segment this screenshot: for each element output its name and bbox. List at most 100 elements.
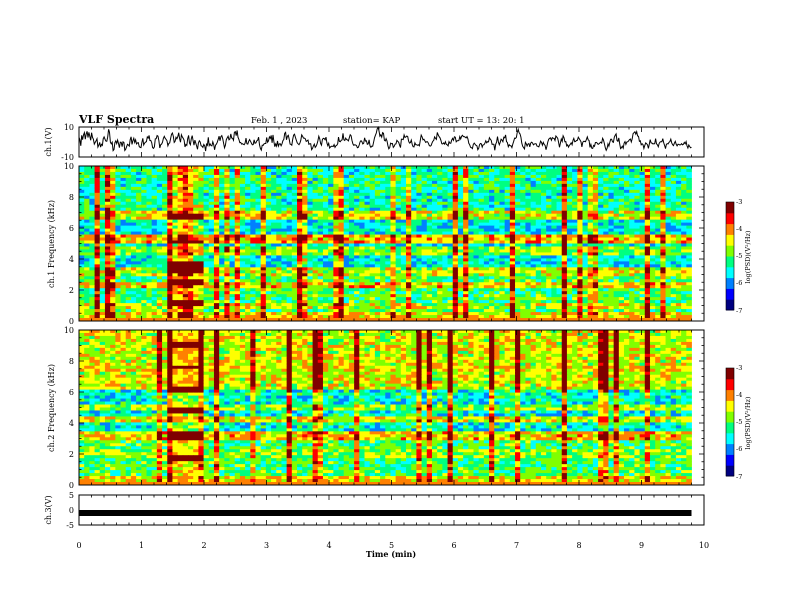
spectrogram-cell [525, 279, 531, 283]
spectrogram-cell [260, 189, 267, 194]
spectrogram-cell [369, 168, 376, 173]
spectrogram-cell [665, 222, 672, 227]
spectrogram-cell [343, 183, 350, 188]
spectrogram-cell [509, 210, 516, 215]
spectrogram-cell [598, 198, 604, 203]
spectrogram-cell [302, 168, 308, 173]
spectrogram-cell [421, 273, 428, 277]
spectrogram-cell [489, 189, 495, 194]
spectrogram-cell [302, 261, 308, 265]
spectrogram-cell [286, 261, 293, 265]
spectrogram-cell [172, 246, 179, 250]
spectrogram-cell [130, 276, 137, 280]
spectrogram-cell [151, 267, 158, 271]
spectrogram-cell [406, 177, 412, 182]
spectrogram-cell [561, 189, 568, 194]
spectrogram-cell [359, 213, 365, 218]
spectrogram-cell [566, 183, 573, 188]
spectrogram-cell [520, 249, 526, 253]
spectrogram-cell [452, 261, 459, 265]
spectrogram-cell [478, 285, 485, 289]
spectrogram-cell [426, 246, 433, 250]
spectrogram-cell [489, 168, 495, 173]
spectrogram-cell [250, 177, 256, 182]
spectrogram-cell [302, 231, 308, 235]
spectrogram-cell [629, 276, 635, 280]
spectrogram-cell [177, 174, 184, 179]
spectrogram-cell [463, 166, 469, 170]
spectrogram-cell [234, 243, 241, 247]
spectrogram-cell [94, 237, 101, 241]
spectrogram-cell [265, 261, 272, 265]
spectrogram-cell [99, 231, 106, 235]
spectrogram-cell [172, 264, 179, 268]
spectrogram-cell [213, 288, 220, 292]
spectrogram-cell [271, 255, 277, 259]
spectrogram-cell [177, 234, 184, 238]
spectrogram-cell [406, 213, 412, 218]
spectrogram-cell [592, 267, 599, 271]
spectrogram-cell [561, 201, 568, 206]
spectrogram-cell [489, 195, 495, 200]
spectrogram-cell [234, 270, 241, 274]
spectrogram-cell [286, 168, 293, 173]
spectrogram-cell [369, 171, 376, 176]
spectrogram-cell [156, 195, 163, 200]
spectrogram-cell [104, 183, 111, 188]
spectrogram-cell [193, 201, 199, 206]
spectrogram-cell [395, 222, 402, 227]
spectrogram-cell [681, 222, 687, 227]
spectrogram-cell [577, 282, 583, 286]
spectrogram-cell [592, 237, 599, 241]
spectrogram-cell [172, 177, 179, 182]
spectrogram-cell [624, 267, 630, 271]
spectrogram-cell [437, 192, 443, 197]
spectrogram-cell [608, 166, 615, 170]
spectrogram-cell [442, 246, 448, 250]
spectrogram-cell [463, 183, 469, 188]
spectrogram-cell [598, 252, 604, 256]
spectrogram-cell [146, 219, 153, 224]
spectrogram-cell [556, 166, 563, 170]
spectrogram-cell [182, 225, 189, 229]
spectrogram-cell [483, 189, 490, 194]
spectrogram-cell [89, 201, 95, 206]
spectrogram-cell [302, 171, 308, 176]
spectrogram-cell [333, 249, 339, 253]
spectrogram-cell [99, 219, 106, 224]
spectrogram-cell [530, 273, 537, 277]
spectrogram-cell [660, 201, 666, 206]
spectrogram-cell [338, 234, 345, 238]
spectrogram-cell [624, 255, 630, 259]
spectrogram-cell [208, 231, 215, 235]
spectrogram-cell [551, 225, 557, 229]
spectrogram-cell [572, 177, 578, 182]
spectrogram-cell [250, 255, 256, 259]
spectrogram-cell [188, 222, 194, 227]
spectrogram-cell [681, 273, 687, 277]
spectrogram-cell [665, 279, 672, 283]
spectrogram-cell [265, 255, 272, 259]
spectrogram-cell [260, 222, 267, 227]
spectrogram-cell [286, 273, 293, 277]
spectrogram-cell [146, 279, 153, 283]
spectrogram-cell [380, 198, 386, 203]
spectrogram-cell [182, 267, 189, 271]
spectrogram-cell [260, 177, 267, 182]
spectrogram-cell [644, 207, 651, 212]
spectrogram-cell [271, 189, 277, 194]
spectrogram-cell [468, 255, 474, 259]
spectrogram-cell [582, 258, 589, 262]
spectrogram-cell [265, 234, 272, 238]
spectrogram-cell [546, 270, 552, 274]
spectrogram-cell [291, 216, 298, 221]
spectrogram-cell [473, 222, 480, 227]
spectrogram-cell [649, 243, 656, 247]
spectrogram-cell [572, 249, 578, 253]
spectrogram-cell [307, 201, 313, 206]
spectrogram-cell [546, 234, 552, 238]
spectrogram-cell [530, 201, 537, 206]
spectrogram-cell [312, 249, 319, 253]
spectrogram-cell [411, 246, 417, 250]
spectrogram-cell [354, 171, 360, 176]
